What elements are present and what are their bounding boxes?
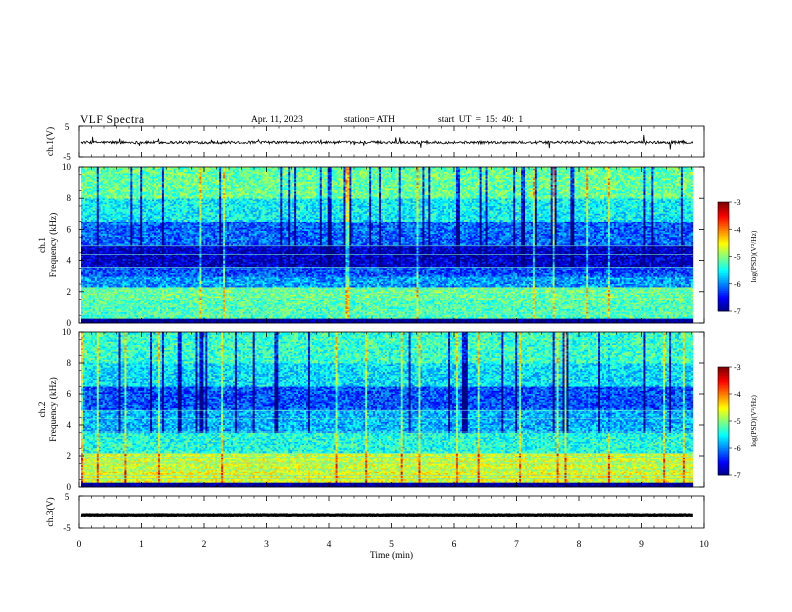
colorbar-tick-label: -6: [734, 280, 741, 289]
y-tick-label: 4: [67, 256, 72, 266]
colorbar-tick-label: -5: [734, 253, 741, 262]
y-axis-label: ch.1(V): [45, 127, 56, 156]
x-axis-ticks-3: [79, 496, 704, 528]
y-tick-label: 5: [65, 492, 70, 502]
x-tick-label: 8: [577, 540, 582, 550]
colorbar-tick-label: -4: [734, 390, 741, 399]
y-tick-label: 2: [67, 451, 72, 461]
colorbar-tick-label: -7: [734, 307, 741, 316]
colorbar-tick-label: -4: [734, 225, 741, 234]
y-tick-label: -5: [63, 152, 71, 162]
x-tick-label: 1: [139, 540, 144, 550]
x-tick-label: 0: [77, 540, 82, 550]
colorbar: -3 -4 -5 -6 -7 log(PSD)(V²/Hz): [718, 363, 758, 480]
y-axis-label: ch.1Frequency (kHz): [38, 213, 59, 278]
x-tick-label: 10: [699, 540, 709, 550]
x-tick-label: 3: [264, 540, 269, 550]
x-tick-label: 7: [514, 540, 519, 550]
y-tick-label: 8: [67, 358, 72, 368]
colorbar-tick-label: -7: [734, 471, 741, 480]
colorbar-label: log(PSD)(V²/Hz): [749, 230, 758, 282]
y-tick-label: 0: [67, 482, 72, 492]
y-axis-label: ch.2Frequency (kHz): [38, 377, 59, 442]
x-axis-label: Time (min): [370, 550, 413, 561]
colorbar-label: log(PSD)(V²/Hz): [749, 395, 758, 447]
x-tick-label: 4: [327, 540, 332, 550]
y-tick-label: -5: [63, 523, 71, 533]
x-tick-label: 6: [452, 540, 457, 550]
y-tick-label: 10: [62, 327, 72, 337]
ch1-spectrogram-image: [79, 167, 704, 323]
y-tick-label: 5: [65, 122, 70, 132]
colorbar-tick-label: -5: [734, 417, 741, 426]
y-tick-label: 10: [62, 162, 72, 172]
y-tick-label: 6: [67, 224, 72, 234]
colorbar-tick-label: -3: [734, 198, 741, 207]
y-axis-label: ch.3(V): [45, 497, 56, 526]
x-tick-label: 2: [202, 540, 207, 550]
y-tick-label: 6: [67, 389, 72, 399]
ch1-waveform-trace: [81, 135, 693, 150]
x-tick-label: 9: [639, 540, 644, 550]
colorbar: -3 -4 -5 -6 -7 log(PSD)(V²/Hz): [718, 198, 758, 316]
colorbar-tick-label: -6: [734, 444, 741, 453]
ch2-spectrogram-image: [79, 332, 704, 487]
x-tick-label: 5: [389, 540, 394, 550]
colorbar-tick-label: -3: [734, 363, 741, 372]
y-tick-label: 4: [67, 420, 72, 430]
y-tick-label: 2: [67, 287, 72, 297]
y-tick-label: 8: [67, 193, 72, 203]
